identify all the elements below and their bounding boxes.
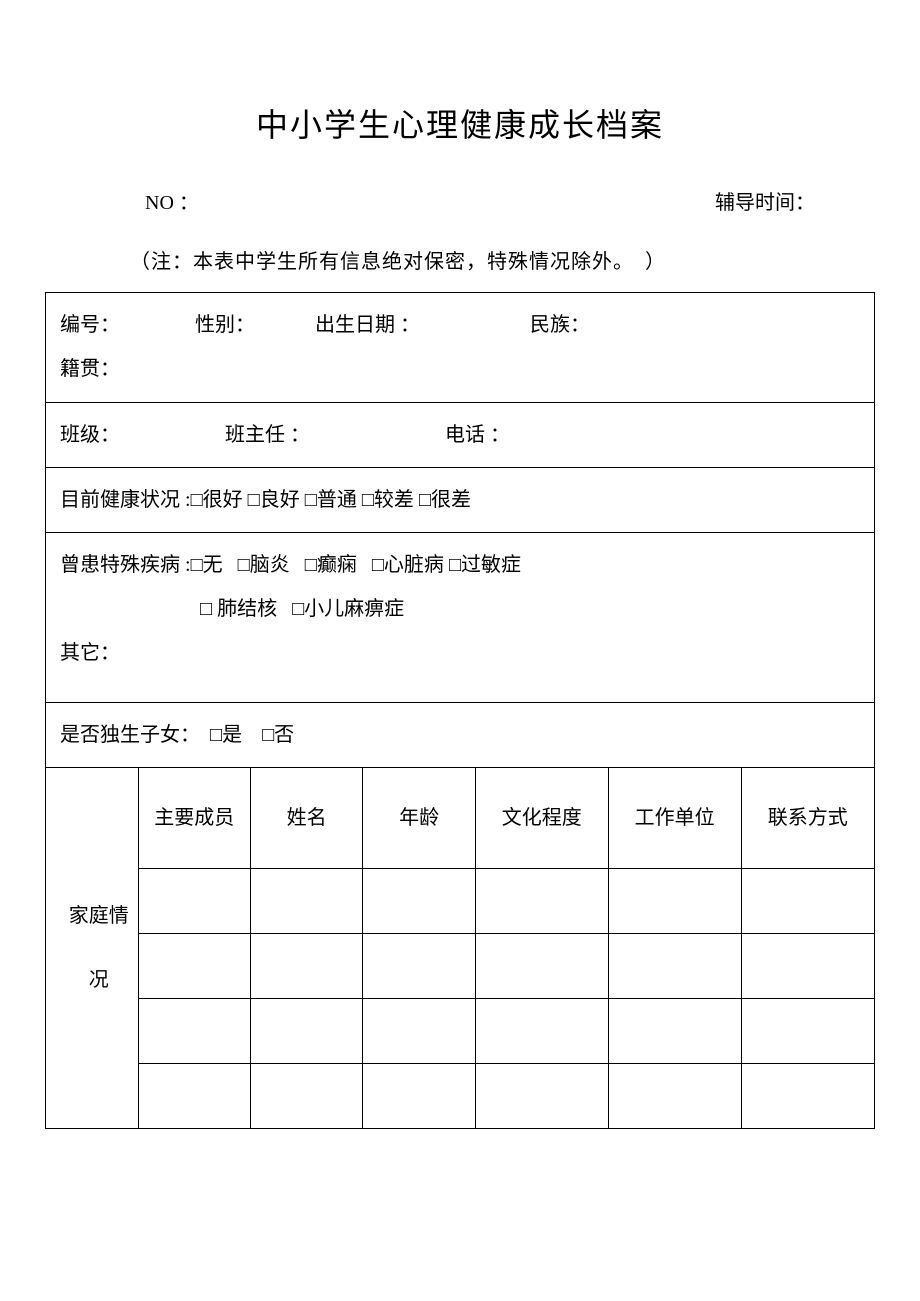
no-label: NO ： — [145, 186, 199, 215]
family-cell[interactable] — [741, 998, 874, 1063]
origin-label: 籍贯： — [60, 347, 120, 391]
class-info-cell: 班级： 班主任 ： 电话 ： — [46, 403, 875, 468]
family-cell[interactable] — [250, 868, 362, 933]
id-label: 编号： — [60, 303, 190, 347]
only-child-cell: 是否独生子女： □是 □否 — [46, 703, 875, 768]
family-cell[interactable] — [250, 933, 362, 998]
family-row-3 — [46, 1063, 874, 1128]
family-cell[interactable] — [138, 868, 250, 933]
disease-label: 曾患特殊疾病 : — [60, 554, 191, 576]
health-opt-1[interactable]: □良好 — [248, 489, 300, 511]
family-cell[interactable] — [138, 1063, 250, 1128]
birth-label: 出生日期 ： — [315, 303, 525, 347]
health-opt-4[interactable]: □很差 — [419, 489, 471, 511]
family-section-label: 家庭情况 — [46, 768, 138, 1128]
family-row-1 — [46, 933, 874, 998]
family-cell[interactable] — [475, 933, 608, 998]
family-col-contact: 联系方式 — [741, 768, 874, 868]
family-cell[interactable] — [741, 1063, 874, 1128]
family-table: 家庭情况 主要成员 姓名 年龄 文化程度 工作单位 联系方式 — [46, 768, 874, 1128]
family-row-2 — [46, 998, 874, 1063]
disease-r2-0[interactable]: □ 肺结核 — [200, 598, 277, 620]
family-cell[interactable] — [608, 868, 741, 933]
disease-r1-4[interactable]: □过敏症 — [449, 554, 521, 576]
phone-label: 电话 ： — [445, 413, 510, 457]
gender-label: 性别： — [195, 303, 310, 347]
confidentiality-note: （注：本表中学生所有信息绝对保密，特殊情况除外。 ） — [45, 245, 875, 274]
health-label: 目前健康状况 : — [60, 489, 191, 511]
disease-r1-3[interactable]: □心脏病 — [372, 554, 444, 576]
family-cell[interactable] — [363, 868, 475, 933]
family-cell[interactable] — [138, 998, 250, 1063]
family-row-0 — [46, 868, 874, 933]
family-cell[interactable] — [741, 868, 874, 933]
ethnic-label: 民族： — [530, 303, 590, 347]
disease-r2-1[interactable]: □小儿麻痹症 — [292, 598, 404, 620]
family-col-member: 主要成员 — [138, 768, 250, 868]
family-cell[interactable] — [475, 868, 608, 933]
family-cell[interactable] — [475, 998, 608, 1063]
health-opt-0[interactable]: □很好 — [191, 489, 243, 511]
family-col-name: 姓名 — [250, 768, 362, 868]
family-cell[interactable] — [363, 998, 475, 1063]
family-cell[interactable] — [741, 933, 874, 998]
time-label: 辅导时间： — [715, 186, 815, 215]
disease-r1-2[interactable]: □癫痫 — [305, 554, 357, 576]
only-child-yes[interactable]: □是 — [210, 724, 242, 746]
basic-info-cell: 编号： 性别： 出生日期 ： 民族： 籍贯： — [46, 293, 875, 403]
class-label: 班级： — [60, 413, 220, 457]
family-cell[interactable] — [250, 1063, 362, 1128]
family-cell[interactable] — [363, 933, 475, 998]
family-cell[interactable] — [250, 998, 362, 1063]
teacher-label: 班主任 ： — [225, 413, 440, 457]
family-col-age: 年龄 — [363, 768, 475, 868]
family-cell[interactable] — [608, 933, 741, 998]
family-cell[interactable] — [475, 1063, 608, 1128]
disease-other-label: 其它： — [60, 642, 120, 664]
page-title: 中小学生心理健康成长档案 — [45, 100, 875, 146]
family-cell[interactable] — [363, 1063, 475, 1128]
only-child-no[interactable]: □否 — [262, 724, 294, 746]
health-opt-2[interactable]: □普通 — [305, 489, 357, 511]
health-opt-3[interactable]: □较差 — [362, 489, 414, 511]
header-row: NO ： 辅导时间： — [45, 186, 875, 215]
family-section-cell: 家庭情况 主要成员 姓名 年龄 文化程度 工作单位 联系方式 — [46, 768, 875, 1129]
disease-r1-0[interactable]: □无 — [191, 554, 223, 576]
family-cell[interactable] — [138, 933, 250, 998]
only-child-label: 是否独生子女： — [60, 724, 200, 746]
disease-r1-1[interactable]: □脑炎 — [238, 554, 290, 576]
family-col-work: 工作单位 — [608, 768, 741, 868]
health-status-cell: 目前健康状况 :□很好 □良好 □普通 □较差 □很差 — [46, 468, 875, 533]
family-cell[interactable] — [608, 1063, 741, 1128]
disease-cell: 曾患特殊疾病 :□无 □脑炎 □癫痫 □心脏病 □过敏症 □ 肺结核 □小儿麻痹… — [46, 533, 875, 703]
main-form-table: 编号： 性别： 出生日期 ： 民族： 籍贯： 班级： 班主任 ： 电话 ： 目前… — [45, 292, 875, 1129]
family-cell[interactable] — [608, 998, 741, 1063]
family-col-edu: 文化程度 — [475, 768, 608, 868]
